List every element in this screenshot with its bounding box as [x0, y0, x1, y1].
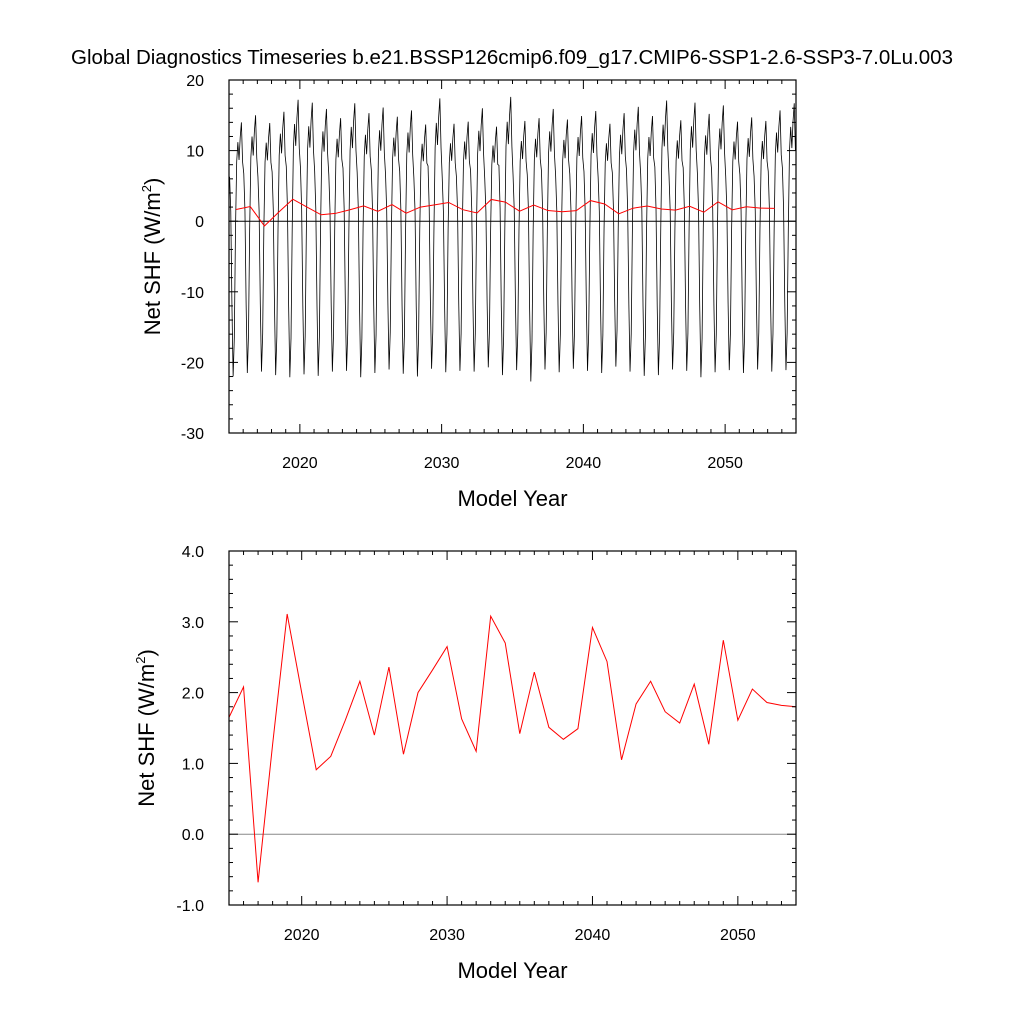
y-axis-label-end: ) [134, 649, 159, 656]
timeseries-panel-monthly: 2020 2030 2040 2050 -30 -20 -10 0 10 20 Model Year… [139, 73, 797, 511]
x-tick-label: 2050 [720, 927, 756, 944]
x-axis-label: Model Year [457, 958, 567, 983]
monthly-series-line [229, 96, 796, 382]
annual-mean-line [228, 613, 797, 883]
figure-title: Global Diagnostics Timeseries b.e21.BSSP… [71, 46, 953, 69]
y-axis-label-superscript: 2 [133, 657, 148, 664]
x-tick-label: 2050 [707, 455, 743, 472]
x-tick-label: 2030 [429, 927, 465, 944]
y-axis-label: Net SHF (W/m2) [139, 178, 165, 336]
x-tick-label: 2030 [424, 455, 460, 472]
y-tick-label: -30 [181, 426, 204, 443]
plot-frame [228, 79, 797, 434]
y-axis-label-superscript: 2 [139, 185, 154, 192]
y-tick-label: -20 [181, 355, 204, 372]
y-tick-label: 10 [186, 144, 204, 161]
x-tick-label: 2040 [575, 927, 611, 944]
y-tick-label: 0 [195, 214, 204, 231]
timeseries-panel-annual: 2020 2030 2040 2050 -1.0 0.0 1.0 2.0 3.0 4.0 Model… [133, 544, 797, 983]
y-tick-label: 3.0 [182, 615, 204, 632]
y-tick-label: -10 [181, 285, 204, 302]
x-tick-label: 2040 [566, 455, 602, 472]
y-axis-label: Net SHF (W/m2) [133, 649, 159, 807]
x-axis-label: Model Year [457, 486, 567, 511]
x-tick-label: 2020 [282, 455, 318, 472]
y-tick-label: 2.0 [182, 686, 204, 703]
y-axis-label-end: ) [140, 178, 165, 185]
y-tick-label: 4.0 [182, 544, 204, 561]
x-tick-label: 2020 [284, 927, 320, 944]
y-tick-label: 1.0 [182, 756, 204, 773]
y-tick-label: 20 [186, 73, 204, 90]
y-tick-label: 0.0 [182, 827, 204, 844]
plot-frame [228, 550, 797, 906]
y-axis-label-main: Net SHF (W/m [134, 664, 159, 807]
y-tick-label: -1.0 [176, 898, 204, 915]
y-axis-label-main: Net SHF (W/m [140, 192, 165, 335]
